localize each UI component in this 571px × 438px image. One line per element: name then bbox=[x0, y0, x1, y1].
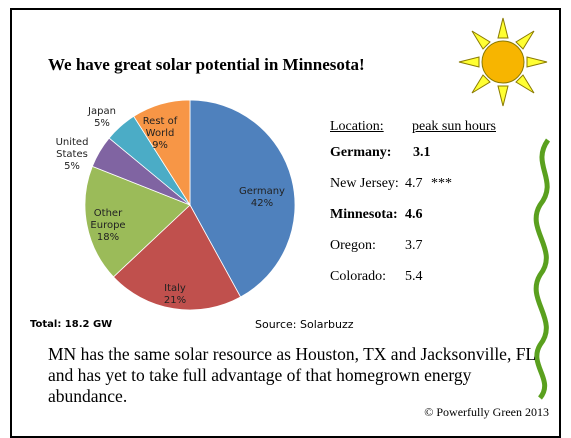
row-location: Minnesota: bbox=[330, 207, 398, 223]
row-value: 4.7 bbox=[405, 176, 423, 192]
slice-value: 18% bbox=[79, 232, 137, 244]
row-value: 3.1 bbox=[413, 145, 431, 161]
slide: We have great solar potential in Minneso… bbox=[0, 0, 571, 426]
sun bbox=[459, 18, 547, 106]
source: Source: Solarbuzz bbox=[255, 318, 354, 331]
slice-category: Other Europe bbox=[79, 208, 137, 232]
slice-category: Rest of World bbox=[131, 116, 189, 140]
row-location: Germany: bbox=[330, 145, 391, 161]
paragraph: MN has the same solar resource as Housto… bbox=[48, 344, 548, 407]
page: {"title": "We have great solar potential… bbox=[0, 0, 571, 426]
slice-category: United States bbox=[43, 137, 101, 161]
table-header: peak sun hours bbox=[412, 119, 496, 135]
slice-value: 42% bbox=[233, 198, 291, 210]
table-header: Location: bbox=[330, 119, 384, 135]
slice-value: 9% bbox=[131, 140, 189, 152]
row-value: 3.7 bbox=[405, 238, 423, 254]
slice-category: Italy bbox=[146, 283, 204, 295]
row-location: Oregon: bbox=[330, 238, 376, 254]
row-location: Colorado: bbox=[330, 269, 386, 285]
row-note: *** bbox=[431, 176, 452, 192]
row-value: 5.4 bbox=[405, 269, 423, 285]
row-location: New Jersey: bbox=[330, 176, 399, 192]
copyright: © Powerfully Green 2013 bbox=[424, 405, 549, 420]
slice-value: 5% bbox=[73, 118, 131, 130]
slice-value: 21% bbox=[146, 295, 204, 307]
total: Total: 18.2 GW bbox=[30, 319, 112, 330]
slice-category: Japan bbox=[73, 106, 131, 118]
slice-category: Germany bbox=[233, 186, 291, 198]
slice-value: 5% bbox=[43, 161, 101, 173]
row-value: 4.6 bbox=[405, 207, 423, 223]
